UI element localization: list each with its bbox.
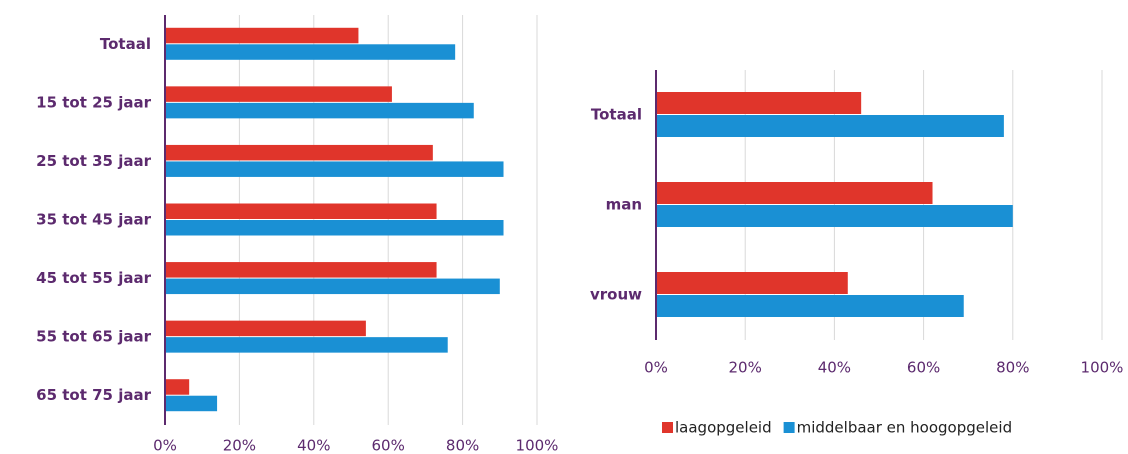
bar (656, 115, 1004, 137)
y-tick-label: vrouw (590, 286, 642, 304)
x-tick-label: 60% (372, 437, 405, 454)
x-tick-label: 60% (907, 359, 940, 377)
y-tick-label: man (606, 196, 642, 214)
bar (165, 337, 448, 353)
legend-swatch (783, 422, 795, 433)
bar (656, 92, 862, 114)
y-tick-label: 55 tot 65 jaar (36, 328, 151, 346)
x-tick-label: 40% (297, 437, 330, 454)
y-tick-label: 45 tot 55 jaar (36, 269, 151, 287)
x-tick-label: 80% (996, 359, 1029, 377)
y-tick-label: 25 tot 35 jaar (36, 152, 151, 170)
bar (165, 86, 392, 102)
x-tick-label: 100% (516, 437, 559, 454)
bar (165, 220, 504, 236)
x-tick-label: 100% (1081, 359, 1124, 377)
bar (656, 272, 848, 294)
y-tick-label: 65 tot 75 jaar (36, 386, 151, 404)
bar (656, 295, 964, 317)
bar (165, 320, 366, 337)
bar (165, 262, 437, 278)
legend-label: laagopgeleid (675, 419, 772, 437)
y-tick-label: Totaal (591, 106, 642, 124)
bar (165, 44, 456, 60)
x-tick-label: 80% (446, 437, 479, 454)
legend-swatch (662, 422, 673, 433)
x-tick-label: 20% (729, 359, 762, 377)
legend-label: middelbaar en hoogopgeleid (797, 419, 1012, 437)
bar (165, 27, 359, 44)
bar (165, 144, 433, 161)
bar (165, 203, 437, 219)
bar (165, 278, 500, 295)
y-tick-label: 15 tot 25 jaar (36, 93, 151, 111)
bar (165, 379, 190, 395)
bar (165, 102, 474, 119)
x-tick-label: 20% (223, 437, 256, 454)
x-tick-label: 0% (644, 359, 668, 377)
bar (656, 182, 933, 204)
y-tick-label: 35 tot 45 jaar (36, 211, 151, 229)
bar (165, 161, 504, 177)
x-tick-label: 0% (153, 437, 177, 454)
y-tick-label: Totaal (100, 35, 151, 53)
bar (165, 395, 218, 412)
x-tick-label: 40% (818, 359, 851, 377)
bar (656, 205, 1013, 227)
